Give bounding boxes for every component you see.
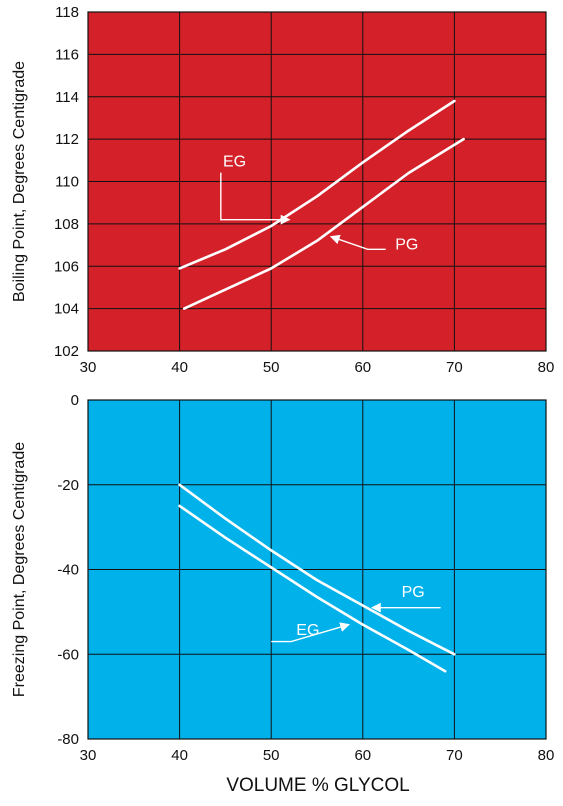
freezing-x-tick-label: 60 (354, 747, 371, 764)
boiling-y-tick-label: 118 (55, 4, 79, 21)
freezing-annotation-eg-arrow (271, 622, 351, 643)
freezing-y-tick-label: -60 (57, 646, 79, 663)
boiling-y-tick-label: 108 (54, 216, 79, 233)
freezing-x-tick-label: 80 (538, 747, 555, 764)
freezing-y-tick-label: -80 (57, 731, 79, 748)
boiling-y-tick-label: 112 (55, 131, 79, 148)
boiling-y-tick-label: 114 (55, 89, 79, 106)
freezing-y-tick-label: -20 (57, 477, 79, 494)
freezing-plot-frame (87, 399, 547, 740)
boiling-annotation-pg-label: PG (395, 236, 418, 253)
x-axis-label: VOLUME % GLYCOL (226, 775, 409, 796)
freezing-annotation-pg-label: PG (402, 584, 425, 601)
boiling-annotation-eg-arrow (220, 172, 291, 225)
freezing-series-eg-line (178, 504, 447, 673)
freezing-y-tick-label: 0 (71, 392, 79, 409)
freezing-x-tick-label: 70 (446, 747, 463, 764)
boiling-series-pg-line (182, 137, 465, 310)
boiling-x-tick-label: 80 (538, 359, 555, 376)
boiling-x-tick-label: 40 (171, 359, 188, 376)
boiling-y-axis-label: Boiling Point, Degrees Centigrade (11, 61, 28, 302)
boiling-y-tick-label: 106 (54, 258, 79, 275)
boiling-y-tick-label: 116 (55, 46, 79, 63)
boiling-annotation-pg-arrow (329, 234, 386, 250)
boiling-y-tick-label: 104 (54, 301, 79, 318)
boiling-y-tick-label: 110 (55, 174, 79, 191)
boiling-series-eg-line (178, 99, 456, 270)
freezing-series-pg-line (178, 483, 456, 656)
boiling-annotation-eg-label: EG (223, 154, 246, 171)
freezing-x-tick-label: 30 (80, 747, 97, 764)
boiling-x-tick-label: 50 (263, 359, 280, 376)
boiling-point-chart: 30 40 50 60 70 80 102 104 106 108 110 112 114 116 118 B… (11, 4, 554, 376)
boiling-y-tick-label: 102 (54, 343, 79, 360)
boiling-x-tick-label: 70 (446, 359, 463, 376)
freezing-annotation-eg-label: EG (296, 622, 319, 639)
freezing-x-tick-label: 40 (171, 747, 188, 764)
boiling-plot-frame (87, 11, 547, 352)
freezing-y-tick-label: -40 (57, 562, 79, 579)
boiling-x-tick-label: 30 (80, 359, 97, 376)
freezing-point-chart: 30 40 50 60 70 80 0 -20 -40 -60 -80 Freezing Point,… (11, 392, 554, 764)
freezing-y-axis-label: Freezing Point, Degrees Centigrade (11, 442, 28, 697)
boiling-x-tick-label: 60 (354, 359, 371, 376)
freezing-x-tick-label: 50 (263, 747, 280, 764)
